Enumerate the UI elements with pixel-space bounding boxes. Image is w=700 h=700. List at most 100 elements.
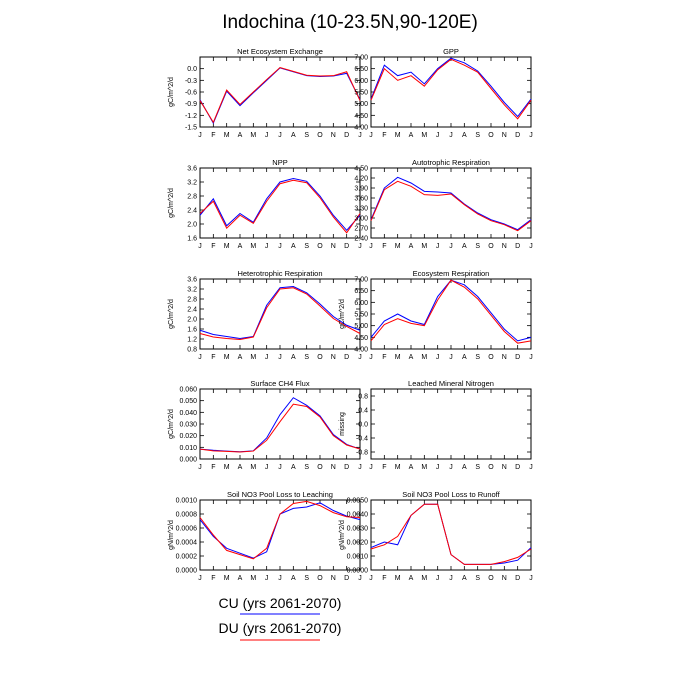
x-tick-label: M bbox=[224, 354, 230, 361]
y-axis-label: gC/m^2/d bbox=[168, 299, 175, 329]
y-tick-label: 0.0020 bbox=[347, 540, 369, 547]
x-tick-label: A bbox=[462, 464, 467, 471]
y-tick-label: 4.00 bbox=[354, 347, 368, 354]
y-tick-label: 0.0010 bbox=[176, 498, 198, 505]
y-tick-label: 0.050 bbox=[179, 398, 197, 405]
x-tick-label: J bbox=[278, 575, 282, 582]
x-tick-label: N bbox=[331, 132, 336, 139]
x-tick-label: M bbox=[250, 132, 256, 139]
y-tick-label: 0.0030 bbox=[347, 526, 369, 533]
x-tick-label: A bbox=[462, 132, 467, 139]
y-tick-label: 0.4 bbox=[358, 408, 368, 415]
y-tick-label: 0.8 bbox=[358, 394, 368, 401]
x-tick-label: D bbox=[515, 354, 520, 361]
x-tick-label: O bbox=[488, 575, 494, 582]
x-tick-label: M bbox=[224, 464, 230, 471]
panel-title: Surface CH4 Flux bbox=[250, 379, 309, 388]
x-tick-label: M bbox=[421, 132, 427, 139]
series-line-du bbox=[199, 287, 361, 341]
x-tick-label: O bbox=[317, 243, 323, 250]
y-tick-label: 5.00 bbox=[354, 323, 368, 330]
y-tick-label: 4.00 bbox=[354, 125, 368, 132]
x-tick-label: F bbox=[382, 354, 386, 361]
legend-label-du: DU (yrs 2061-2070) bbox=[219, 620, 342, 636]
series-line-du bbox=[199, 500, 361, 560]
series-line-cu bbox=[199, 285, 361, 340]
x-tick-label: J bbox=[278, 354, 282, 361]
x-tick-label: S bbox=[475, 354, 480, 361]
plot-frame bbox=[370, 278, 532, 350]
y-tick-label: -1.5 bbox=[185, 125, 197, 132]
x-tick-label: J bbox=[436, 575, 440, 582]
y-tick-label: 1.2 bbox=[187, 337, 197, 344]
x-tick-label: S bbox=[475, 575, 480, 582]
y-tick-label: 4.50 bbox=[354, 166, 368, 173]
x-tick-label: A bbox=[238, 132, 243, 139]
x-tick-label: A bbox=[462, 354, 467, 361]
x-tick-label: S bbox=[304, 464, 309, 471]
series-line-du bbox=[199, 66, 361, 124]
x-tick-label: J bbox=[278, 132, 282, 139]
x-tick-label: M bbox=[395, 243, 401, 250]
y-tick-label: 0.0002 bbox=[176, 554, 198, 561]
y-tick-label: 4.20 bbox=[354, 176, 368, 183]
series-line-du bbox=[370, 58, 532, 120]
series-line-du bbox=[199, 403, 361, 453]
x-tick-label: J bbox=[529, 354, 533, 361]
x-tick-label: D bbox=[515, 575, 520, 582]
x-tick-label: M bbox=[421, 354, 427, 361]
y-tick-label: 2.8 bbox=[187, 297, 197, 304]
y-tick-label: 0.030 bbox=[179, 422, 197, 429]
panel-title: Ecosystem Respiration bbox=[413, 269, 490, 278]
y-tick-label: -1.2 bbox=[185, 113, 197, 120]
x-tick-label: J bbox=[449, 243, 453, 250]
y-axis-label: gC/m^2/d bbox=[168, 409, 175, 439]
x-tick-label: J bbox=[278, 464, 282, 471]
y-tick-label: 6.50 bbox=[354, 66, 368, 73]
x-tick-label: F bbox=[211, 464, 215, 471]
y-tick-label: 3.60 bbox=[354, 196, 368, 203]
y-axis-label: gC/m^2/d bbox=[339, 299, 346, 329]
x-tick-label: M bbox=[421, 464, 427, 471]
y-tick-label: 6.00 bbox=[354, 78, 368, 85]
plot-frame bbox=[370, 56, 532, 128]
x-tick-label: J bbox=[436, 132, 440, 139]
x-tick-label: A bbox=[238, 354, 243, 361]
y-tick-label: 0.0010 bbox=[347, 554, 369, 561]
series-line-cu bbox=[370, 503, 532, 565]
y-tick-label: 3.90 bbox=[354, 186, 368, 193]
y-tick-label: 2.0 bbox=[187, 317, 197, 324]
x-tick-label: J bbox=[278, 243, 282, 250]
y-tick-label: 2.70 bbox=[354, 226, 368, 233]
x-tick-label: F bbox=[382, 243, 386, 250]
y-tick-label: 0.0 bbox=[187, 66, 197, 73]
x-tick-label: J bbox=[449, 354, 453, 361]
x-tick-label: D bbox=[344, 575, 349, 582]
x-tick-label: A bbox=[238, 243, 243, 250]
x-tick-label: J bbox=[198, 243, 202, 250]
y-tick-label: 0.0 bbox=[358, 422, 368, 429]
x-tick-label: O bbox=[317, 132, 323, 139]
legend: CU (yrs 2061-2070) DU (yrs 2061-2070) bbox=[219, 595, 342, 641]
x-tick-label: J bbox=[265, 243, 269, 250]
x-tick-label: J bbox=[198, 354, 202, 361]
x-tick-label: J bbox=[358, 132, 362, 139]
x-tick-label: J bbox=[436, 243, 440, 250]
series-line-cu bbox=[199, 397, 361, 453]
plot-frame bbox=[199, 388, 361, 460]
x-tick-label: A bbox=[238, 575, 243, 582]
y-tick-label: 2.4 bbox=[187, 208, 197, 215]
x-tick-label: J bbox=[198, 575, 202, 582]
y-tick-label: 2.8 bbox=[187, 194, 197, 201]
panel-title: Leached Mineral Nitrogen bbox=[408, 379, 494, 388]
y-tick-label: 0.040 bbox=[179, 410, 197, 417]
x-tick-label: F bbox=[211, 243, 215, 250]
x-tick-label: S bbox=[304, 575, 309, 582]
x-tick-label: A bbox=[291, 243, 296, 250]
series-line-cu bbox=[370, 57, 532, 118]
